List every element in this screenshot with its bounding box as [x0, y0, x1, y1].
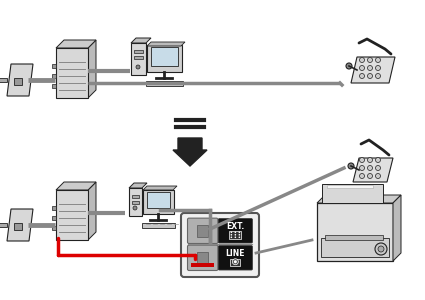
Bar [52, 64, 56, 68]
Circle shape [238, 236, 240, 238]
Circle shape [368, 166, 372, 170]
Circle shape [368, 65, 372, 70]
Text: EXT.: EXT. [226, 222, 244, 231]
Bar [0, 78, 7, 82]
Bar [327, 185, 373, 188]
Bar [52, 206, 56, 210]
FancyBboxPatch shape [181, 213, 259, 277]
Circle shape [376, 166, 380, 170]
Polygon shape [131, 38, 151, 43]
Circle shape [230, 234, 232, 236]
FancyArrow shape [173, 138, 207, 166]
Bar [191, 263, 214, 267]
Bar [325, 235, 383, 240]
Bar [14, 223, 22, 230]
Circle shape [234, 260, 237, 263]
Bar [142, 223, 175, 228]
Bar [147, 45, 182, 72]
Circle shape [376, 158, 380, 163]
Circle shape [238, 232, 240, 233]
FancyBboxPatch shape [187, 218, 218, 244]
Circle shape [230, 236, 232, 238]
Circle shape [360, 58, 365, 62]
Bar [317, 203, 393, 261]
Circle shape [136, 65, 140, 69]
Bar [147, 192, 170, 208]
Bar [129, 188, 142, 216]
Circle shape [346, 63, 352, 69]
Bar [134, 56, 143, 59]
Circle shape [235, 232, 236, 233]
Text: LINE: LINE [226, 249, 245, 258]
Circle shape [360, 65, 365, 70]
Bar [321, 238, 389, 257]
Bar [143, 190, 174, 214]
Circle shape [230, 232, 232, 233]
Circle shape [368, 74, 372, 79]
Circle shape [133, 206, 137, 210]
Bar [0, 223, 7, 227]
Circle shape [368, 58, 372, 62]
Bar [131, 43, 146, 75]
Circle shape [235, 234, 236, 236]
Polygon shape [7, 209, 33, 241]
Bar [151, 47, 178, 66]
Bar [197, 225, 208, 237]
Bar [52, 74, 56, 78]
Bar [132, 195, 139, 198]
Circle shape [368, 173, 372, 178]
Bar [146, 81, 183, 86]
Polygon shape [353, 158, 393, 182]
Circle shape [376, 173, 380, 178]
Circle shape [378, 246, 384, 252]
Bar [322, 184, 383, 203]
Bar [132, 201, 139, 204]
Polygon shape [351, 57, 395, 83]
Polygon shape [129, 183, 147, 188]
Bar [230, 231, 241, 239]
Bar [56, 190, 88, 240]
Bar [52, 226, 56, 230]
Polygon shape [56, 182, 96, 190]
Bar [56, 48, 88, 98]
Circle shape [232, 259, 238, 265]
Circle shape [360, 166, 365, 170]
Circle shape [376, 58, 380, 62]
Polygon shape [147, 42, 185, 46]
FancyBboxPatch shape [187, 245, 218, 271]
Circle shape [375, 243, 387, 255]
Circle shape [376, 65, 380, 70]
FancyBboxPatch shape [218, 219, 252, 243]
Polygon shape [56, 40, 96, 48]
Bar [52, 84, 56, 88]
Circle shape [360, 158, 365, 163]
Bar [14, 78, 22, 85]
Circle shape [360, 74, 365, 79]
FancyBboxPatch shape [218, 246, 252, 270]
Bar [134, 50, 143, 53]
Polygon shape [143, 186, 177, 190]
Circle shape [348, 163, 354, 169]
Polygon shape [88, 182, 96, 240]
Bar [52, 216, 56, 220]
Circle shape [360, 173, 365, 178]
Bar [197, 252, 208, 264]
Polygon shape [393, 195, 401, 261]
Bar [230, 259, 241, 266]
Circle shape [235, 236, 236, 238]
Circle shape [238, 234, 240, 236]
Circle shape [376, 74, 380, 79]
Polygon shape [7, 64, 33, 96]
Circle shape [368, 158, 372, 163]
Polygon shape [317, 195, 401, 203]
Polygon shape [88, 40, 96, 98]
